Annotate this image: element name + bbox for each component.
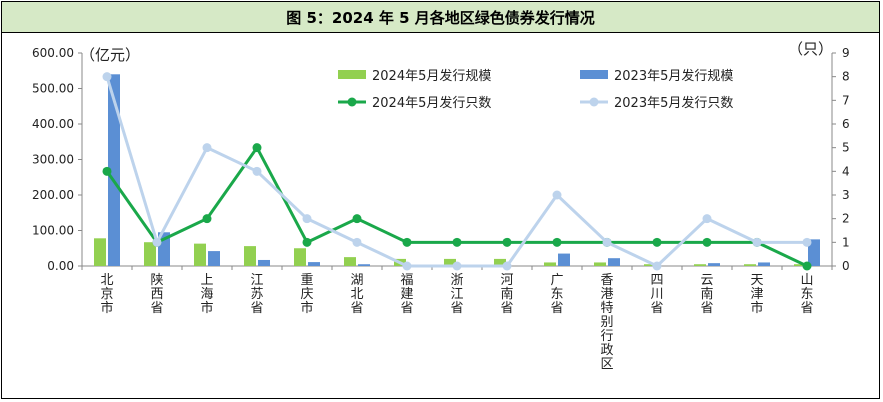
point-2024 [102,166,112,176]
bar-2023 [808,239,820,266]
y-right-tick-label: 7 [842,93,850,107]
point-2023 [202,143,212,153]
bar-2023 [558,253,570,266]
point-2024 [502,237,512,247]
bar-2024 [744,264,756,266]
bar-2023 [358,264,370,266]
category-label: 湖北省 [350,273,363,316]
category-label: 天津市 [750,273,763,316]
category-label: 陕西省 [150,273,163,316]
y-right-tick-label: 2 [842,212,850,226]
point-2023 [102,72,112,82]
point-2023 [702,214,712,224]
bar-2024 [644,264,656,266]
y-left-tick-label: 100.00 [32,224,74,238]
y-right-unit: （只） [788,40,833,58]
y-left-unit: （亿元） [80,46,140,64]
point-2024 [802,261,812,271]
chart-title: 图 5：2024 年 5 月各地区绿色债券发行情况 [2,2,879,33]
y-right-tick-label: 9 [842,46,850,60]
point-2023 [402,261,412,271]
bar-2024 [694,264,706,266]
y-left-tick-label: 400.00 [32,117,74,131]
point-2024 [652,237,662,247]
legend-label: 2023年5月发行只数 [614,95,733,111]
legend-label: 2024年5月发行规模 [372,68,491,84]
category-label: 上海市 [200,273,213,316]
bar-2023 [108,74,120,266]
legend-label: 2023年5月发行规模 [614,68,733,84]
y-right-tick-label: 0 [842,259,850,273]
y-left-tick-label: 600.00 [32,46,74,60]
y-left-tick-label: 0.00 [47,259,74,273]
category-label: 北京市 [100,273,113,316]
category-label: 江苏省 [250,273,263,316]
legend-label: 2024年5月发行只数 [372,95,491,111]
category-label: 香港特别行政区 [600,273,613,372]
bar-2023 [608,258,620,266]
bar-2024 [294,248,306,266]
y-left-tick-label: 500.00 [32,82,74,96]
point-2023 [152,237,162,247]
y-left-tick-label: 300.00 [32,153,74,167]
legend-swatch [580,70,608,79]
point-2024 [402,237,412,247]
y-left-tick-label: 200.00 [32,188,74,202]
point-2024 [252,143,262,153]
point-2023 [652,261,662,271]
point-2023 [302,214,312,224]
y-right-tick-label: 1 [842,235,850,249]
bar-2024 [244,246,256,266]
bar-2024 [94,238,106,266]
point-2024 [452,237,462,247]
point-2024 [352,214,362,224]
bar-2024 [444,258,456,266]
point-2023 [752,237,762,247]
point-2023 [602,237,612,247]
category-label: 重庆市 [300,272,313,316]
bar-2024 [194,243,206,266]
y-right-tick-label: 3 [842,188,850,202]
category-label: 广东省 [550,273,563,316]
category-label: 福建省 [400,273,413,316]
legend-marker [589,97,599,107]
point-2023 [502,261,512,271]
category-label: 云南省 [700,273,713,316]
point-2024 [552,237,562,247]
bar-2024 [144,242,156,266]
bar-2023 [758,262,770,266]
category-label: 河南省 [500,273,513,316]
point-2023 [252,166,262,176]
point-2024 [302,237,312,247]
bar-2024 [494,258,506,266]
bar-2023 [208,251,220,266]
point-2023 [352,237,362,247]
category-label: 山东省 [800,273,813,316]
legend-swatch [338,70,366,79]
y-right-tick-label: 6 [842,117,850,131]
y-right-tick-label: 4 [842,164,850,178]
bar-2023 [308,262,320,266]
category-label: 四川省 [650,273,663,316]
y-right-tick-label: 5 [842,141,850,155]
bar-2024 [344,257,356,266]
line-2024 [105,146,808,268]
point-2023 [802,237,812,247]
bar-2023 [258,259,270,266]
bar-2024 [594,262,606,266]
point-2024 [702,237,712,247]
point-2023 [452,261,462,271]
bar-2024 [794,264,806,266]
bar-2024 [544,262,556,266]
point-2024 [202,214,212,224]
legend-marker [347,97,357,107]
bar-2023 [708,263,720,266]
point-2023 [552,190,562,200]
category-label: 浙江省 [450,273,463,316]
y-right-tick-label: 8 [842,70,850,84]
